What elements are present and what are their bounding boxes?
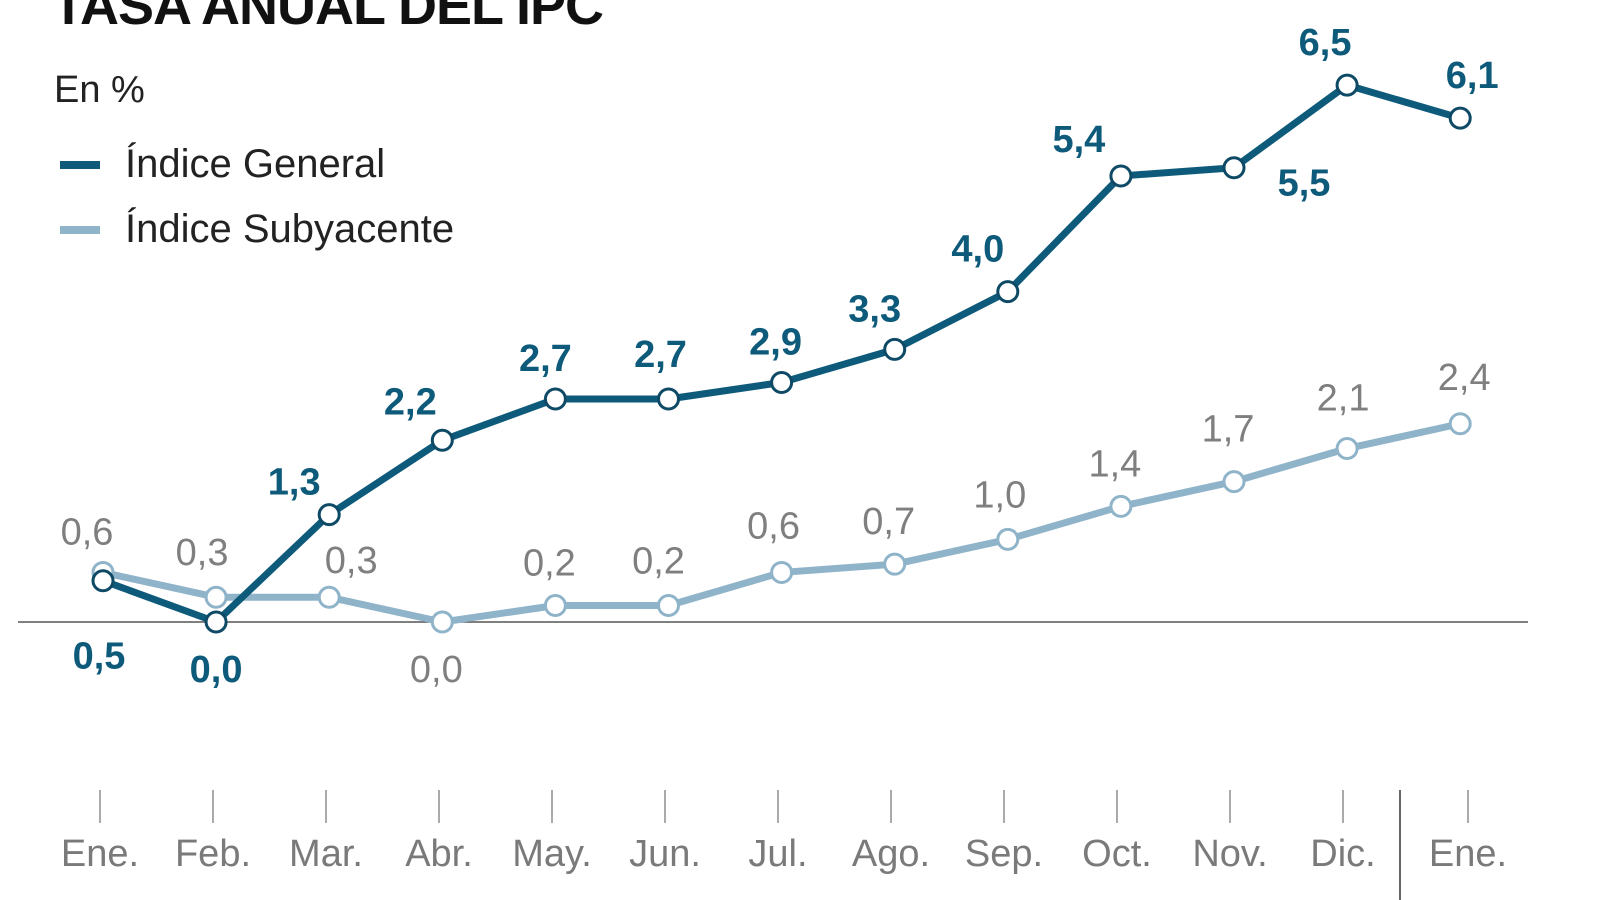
point-subyacente [996,527,1020,551]
data-label-general: 6,1 [1446,55,1499,97]
data-label-subyacente: 2,1 [1317,378,1370,420]
x-tick-label: Feb. [175,833,251,875]
point-subyacente [430,610,454,634]
x-tick-label: Jul. [748,833,807,875]
point-general [657,387,680,411]
point-general [204,610,228,634]
data-label-general: 0,5 [73,636,126,678]
point-subyacente [1448,412,1472,436]
data-label-subyacente: 0,0 [410,649,463,691]
series-layer [91,73,1472,634]
data-label-general: 2,9 [749,321,802,363]
data-label-general: 1,3 [268,462,321,504]
point-subyacente [883,552,907,576]
point-subyacente [1335,437,1359,461]
x-tick-label: Sep. [965,833,1043,875]
data-label-general: 4,0 [951,229,1004,271]
data-label-subyacente: 0,3 [176,532,229,574]
data-label-subyacente: 0,6 [61,511,114,553]
data-label-subyacente: 1,0 [973,474,1026,516]
point-general [91,569,115,593]
point-general [1335,73,1359,97]
data-label-general: 2,7 [519,338,572,380]
legend-label-subyacente: Índice Subyacente [125,206,454,251]
legend-label-general: Índice General [125,141,385,186]
data-label-general: 2,7 [634,334,687,376]
x-tick-label: Abr. [405,833,473,875]
point-general [430,428,454,452]
point-general [317,503,341,527]
point-general [996,280,1020,304]
chart-subtitle: En % [54,69,145,111]
data-label-layer: 0,5 0,0 1,3 2,2 2,7 2,7 2,9 3,3 4,0 5,4 5,5 6,5 6,1 0… [61,22,1499,691]
point-general [1222,156,1246,180]
data-label-subyacente: 0,3 [325,540,378,582]
point-subyacente [657,593,680,617]
data-label-general: 5,4 [1052,119,1105,161]
data-label-subyacente: 1,7 [1202,409,1255,451]
x-tick-label: Mar. [289,833,363,875]
data-label-general: 6,5 [1299,22,1352,64]
point-subyacente [204,585,228,609]
data-label-subyacente: 0,2 [523,542,576,584]
chart-title: TASA ANUAL DEL IPC [52,0,603,36]
point-general [883,337,907,361]
point-subyacente [770,560,794,584]
point-subyacente [1109,494,1133,518]
x-tick-label: Ene. [61,833,139,875]
x-tick-label: Nov. [1192,833,1267,875]
point-subyacente [543,593,567,617]
data-label-subyacente: 1,4 [1088,443,1141,485]
point-subyacente [317,585,341,609]
data-label-subyacente: 0,7 [862,501,915,543]
x-tick-label: Ene. [1429,833,1507,875]
data-label-general: 3,3 [848,288,901,330]
x-tick-label: Ago. [852,833,930,875]
legend: Índice General Índice Subyacente [60,141,454,251]
data-label-subyacente: 2,4 [1438,357,1491,399]
point-subyacente [1222,470,1246,494]
x-tick-label: Dic. [1310,833,1375,875]
point-general [543,387,567,411]
x-tick-label: Jun. [629,833,701,875]
x-tick-label: May. [512,833,592,875]
point-general [1448,106,1472,130]
data-label-subyacente: 0,6 [747,505,800,547]
data-label-general: 5,5 [1278,163,1331,205]
data-label-general: 2,2 [384,381,437,423]
data-label-subyacente: 0,2 [632,540,685,582]
point-general [1109,164,1133,188]
data-label-general: 0,0 [190,649,243,691]
x-axis: Ene. Feb. Mar. Abr. May. Jun. Jul. Ago. Sep. Oct.… [61,790,1507,875]
x-tick-label: Oct. [1082,833,1152,875]
point-general [770,370,794,394]
